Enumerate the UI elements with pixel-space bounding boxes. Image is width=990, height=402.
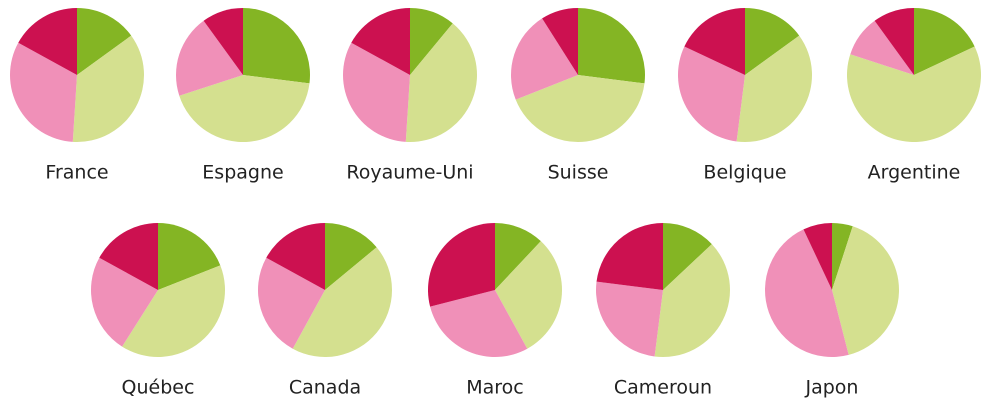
pie-slice xyxy=(91,257,158,347)
pie-slice xyxy=(351,8,410,75)
pie-title: Maroc xyxy=(466,377,524,399)
pie-slice xyxy=(325,223,377,290)
pie-slice xyxy=(578,8,645,84)
pie-slice xyxy=(684,7,745,75)
pie-slice xyxy=(832,223,853,290)
pie-title: Suisse xyxy=(548,162,609,184)
pie-slice xyxy=(203,8,243,75)
pie-slice xyxy=(18,8,77,75)
pie-slice xyxy=(874,7,914,75)
pie-slice xyxy=(77,8,132,75)
pie-slice xyxy=(266,223,325,290)
pie-slice xyxy=(179,75,310,143)
pie-slice xyxy=(596,281,663,357)
pie-slice xyxy=(342,42,410,142)
pie-slice xyxy=(846,46,982,143)
pie-slice xyxy=(495,223,541,290)
pie-title: Cameroun xyxy=(614,377,712,399)
pie-title: France xyxy=(45,162,108,184)
pie-title: Espagne xyxy=(202,162,283,184)
pie-slice xyxy=(596,223,663,290)
pie-slice xyxy=(663,223,712,290)
pie-title: Québec xyxy=(122,377,195,399)
pie-title: Canada xyxy=(289,377,361,399)
pie-slice xyxy=(99,223,158,290)
pie-slice xyxy=(158,223,221,290)
pie-slice xyxy=(10,42,77,142)
pie-slice xyxy=(764,229,849,358)
pie-slice xyxy=(510,18,578,100)
pie-slice xyxy=(677,46,745,142)
pie-slice xyxy=(243,8,310,84)
pie-title: Argentine xyxy=(868,162,961,184)
pie-slice xyxy=(745,8,800,75)
pie-slice xyxy=(410,8,453,75)
pie-slice xyxy=(175,20,243,96)
pie-slice xyxy=(122,265,225,357)
pie-slice xyxy=(914,8,975,75)
pie-slice xyxy=(542,8,578,75)
pie-slice xyxy=(654,244,731,357)
pie-slice xyxy=(803,223,832,290)
pie-slice xyxy=(495,241,562,349)
pie-title: Japon xyxy=(805,377,859,399)
pie-title: Belgique xyxy=(703,162,786,184)
pie-slice xyxy=(430,290,528,357)
pie-slice xyxy=(832,226,899,355)
pie-slice xyxy=(405,23,477,143)
pie-slice xyxy=(257,257,325,349)
pie-slice xyxy=(427,223,495,307)
pie-slice xyxy=(515,75,645,143)
pie-slice xyxy=(736,35,812,142)
pie-slice xyxy=(72,35,144,142)
pie-slice xyxy=(850,20,914,76)
pie-slice xyxy=(292,247,392,357)
pie-title: Royaume-Uni xyxy=(346,162,473,184)
